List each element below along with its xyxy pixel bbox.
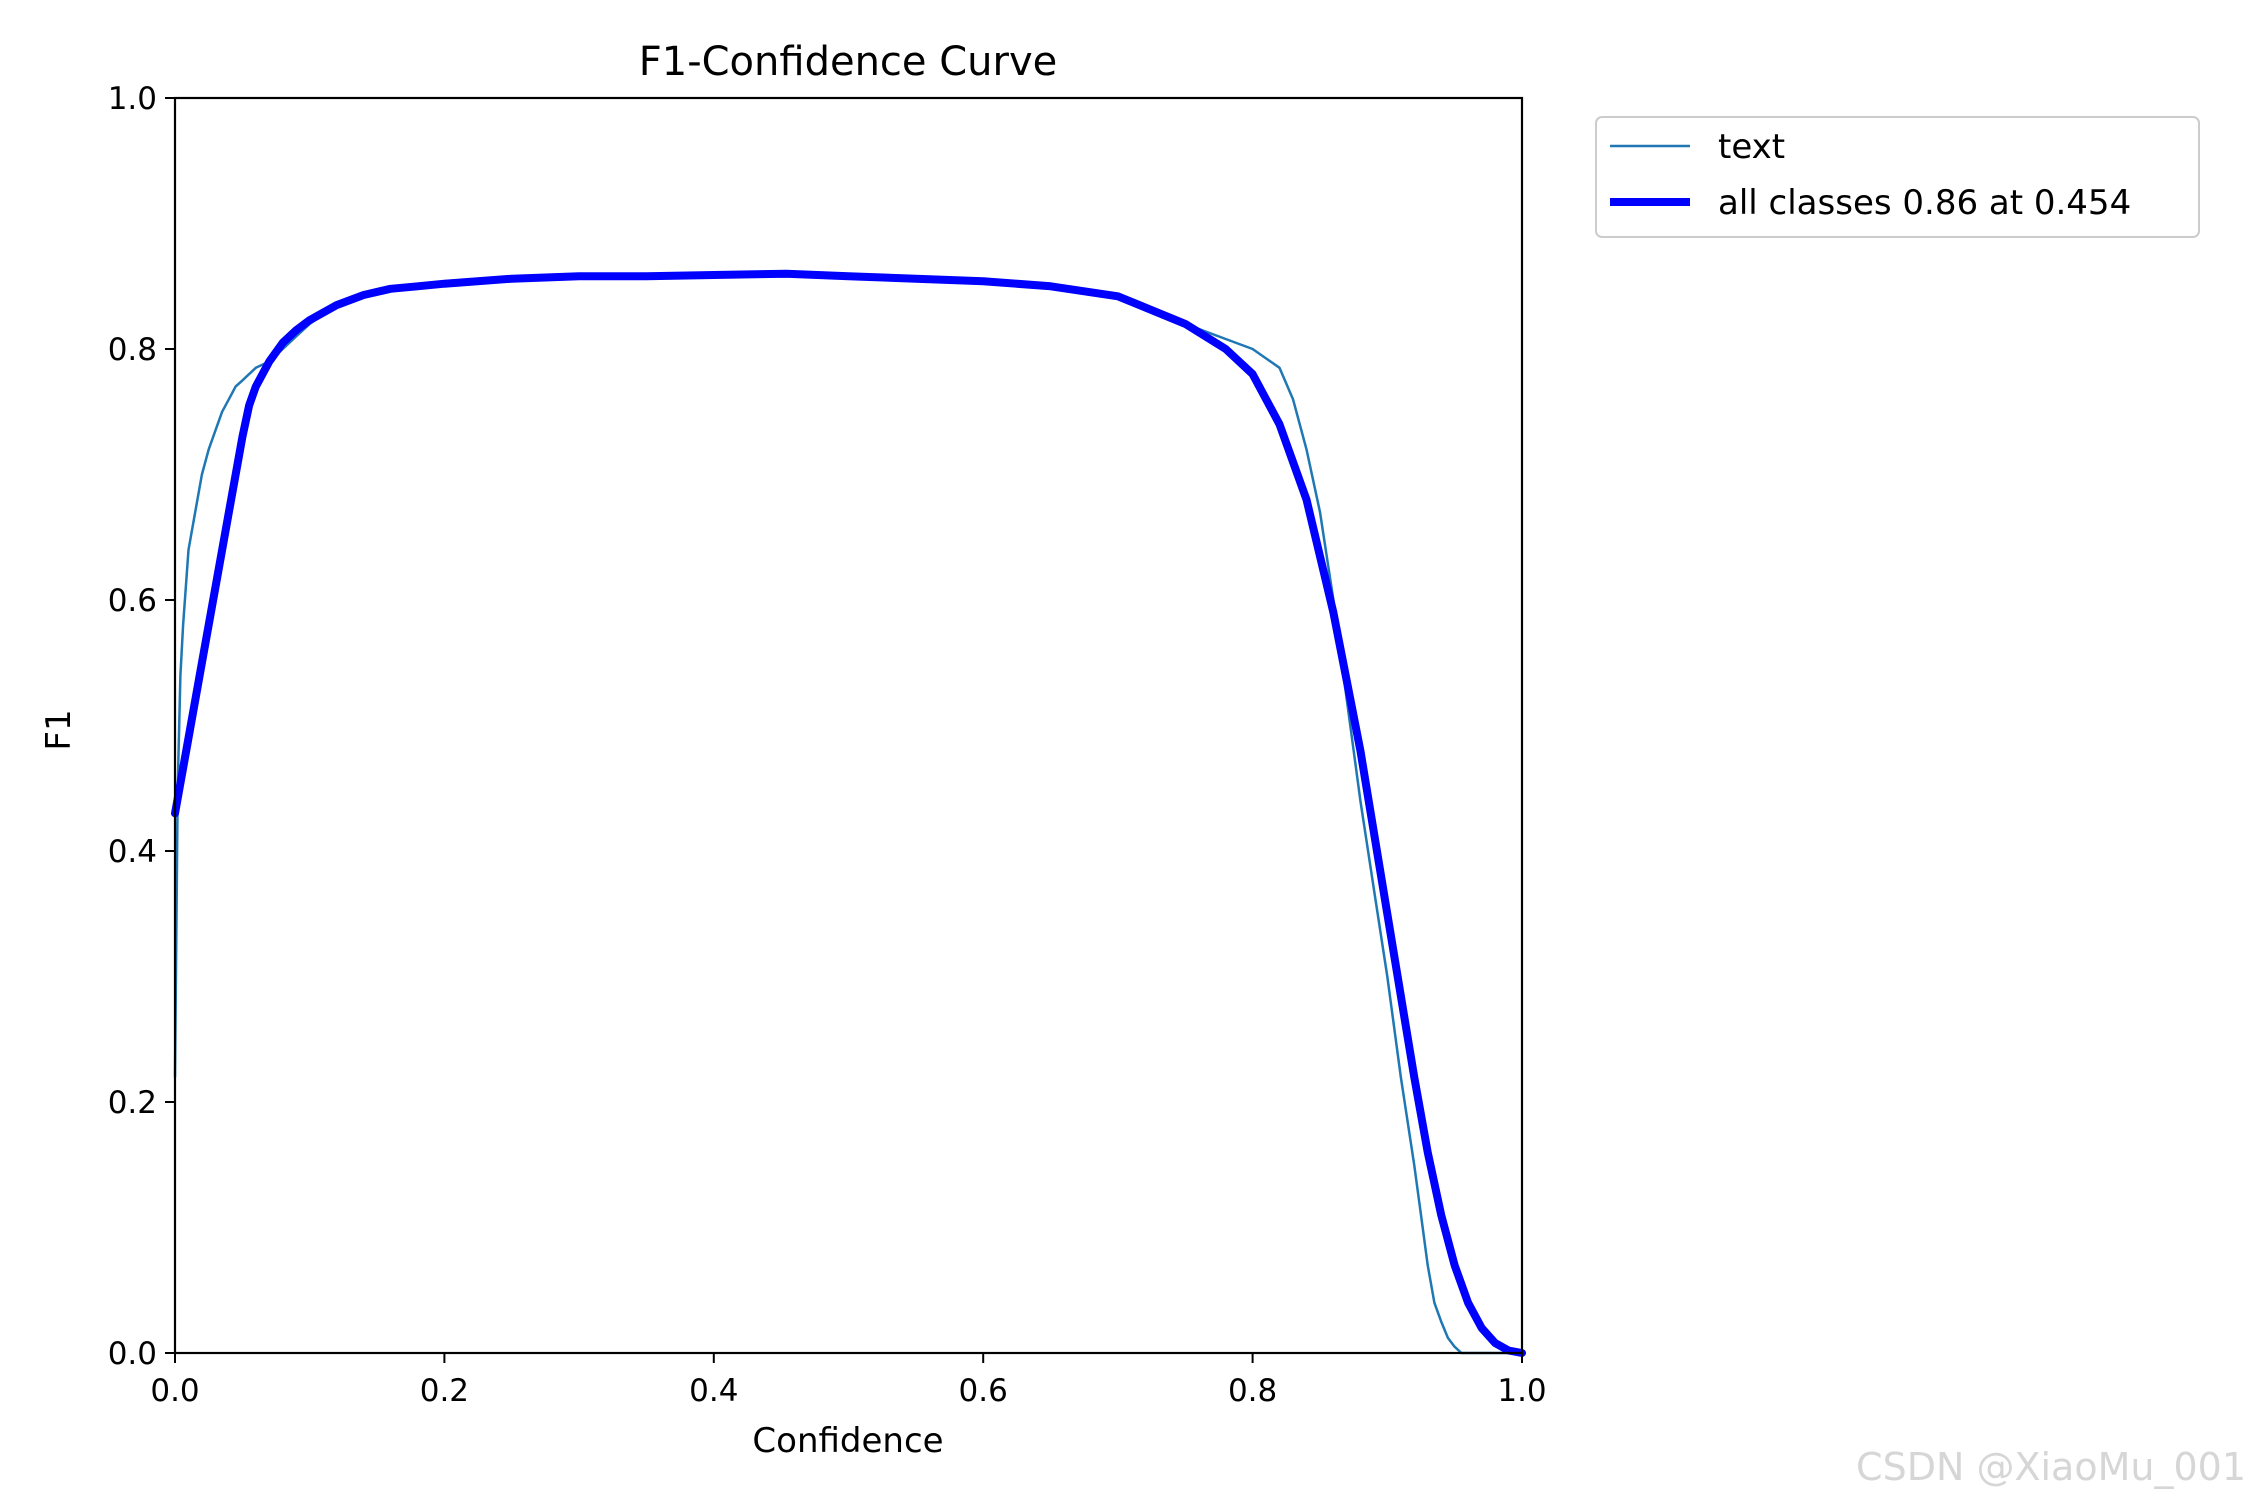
y-axis-label: F1 xyxy=(39,709,79,750)
x-tick-label: 0.0 xyxy=(150,1373,199,1409)
y-tick-label: 1.0 xyxy=(108,81,157,117)
y-tick-label: 0.6 xyxy=(108,583,157,619)
legend-label-all-classes: all classes 0.86 at 0.454 xyxy=(1718,183,2131,223)
watermark: CSDN @XiaoMu_001 xyxy=(1856,1445,2246,1489)
y-tick-label: 0.0 xyxy=(108,1336,157,1372)
legend-label-text: text xyxy=(1718,127,1785,167)
plot-frame xyxy=(173,96,1524,1355)
y-tick-label: 0.8 xyxy=(108,332,157,368)
series-line-text xyxy=(173,272,1524,1355)
x-tick-label: 0.8 xyxy=(1228,1373,1277,1409)
y-tick-label: 0.4 xyxy=(108,834,157,870)
x-tick-label: 1.0 xyxy=(1497,1373,1546,1409)
x-tick-label: 0.6 xyxy=(959,1373,1008,1409)
legend: text all classes 0.86 at 0.454 xyxy=(1595,116,2200,238)
chart-title: F1-Confidence Curve xyxy=(639,39,1058,85)
series-line-all-classes xyxy=(171,269,1526,1357)
plot-area xyxy=(171,269,1526,1357)
y-tick-label: 0.2 xyxy=(108,1085,157,1121)
x-axis-label: Confidence xyxy=(752,1421,943,1461)
x-tick-label: 0.4 xyxy=(689,1373,738,1409)
x-tick-label: 0.2 xyxy=(420,1373,469,1409)
axis-ticks: 0.0 0.2 0.4 0.6 0.8 1.0 0.0 0.2 0.4 0.6 0.8 1.0 xyxy=(108,81,1547,1409)
legend-box xyxy=(1595,116,2200,238)
